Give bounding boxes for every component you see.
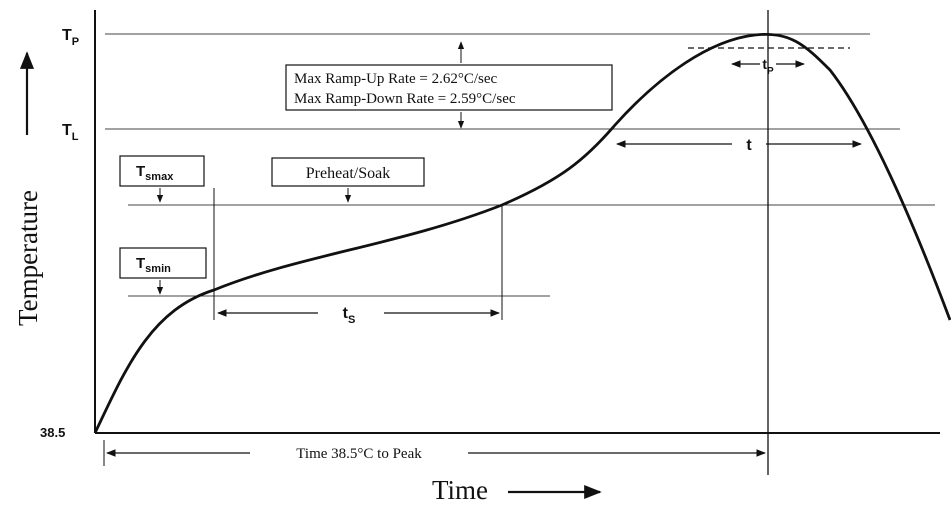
time-to-peak-label: Time 38.5°C to Peak — [296, 446, 422, 462]
preheat-box — [271, 157, 425, 187]
origin-value-label: 38.5 — [40, 425, 65, 440]
tsmin-box — [119, 247, 207, 279]
t-label: t — [746, 137, 752, 154]
ramp-down-label: Max Ramp-Down Rate = 2.59°C/sec — [294, 91, 516, 107]
y-axis-label: Temperature — [13, 190, 43, 326]
ramp-rate-box — [285, 64, 613, 111]
tp-small-label: tP — [762, 56, 774, 77]
tsmax-box — [119, 155, 205, 187]
tp-label: TP — [62, 27, 79, 48]
tl-label: TL — [62, 122, 79, 143]
temperature-profile-curve — [93, 32, 951, 434]
ramp-up-label: Max Ramp-Up Rate = 2.62°C/sec — [294, 71, 498, 87]
preheat-label: Preheat/Soak — [306, 165, 390, 182]
x-axis-label: Time — [432, 475, 488, 503]
tsmin-label: Tsmin — [136, 255, 171, 275]
ts-label: tS — [343, 305, 356, 326]
tsmax-label: Tsmax — [136, 163, 174, 183]
